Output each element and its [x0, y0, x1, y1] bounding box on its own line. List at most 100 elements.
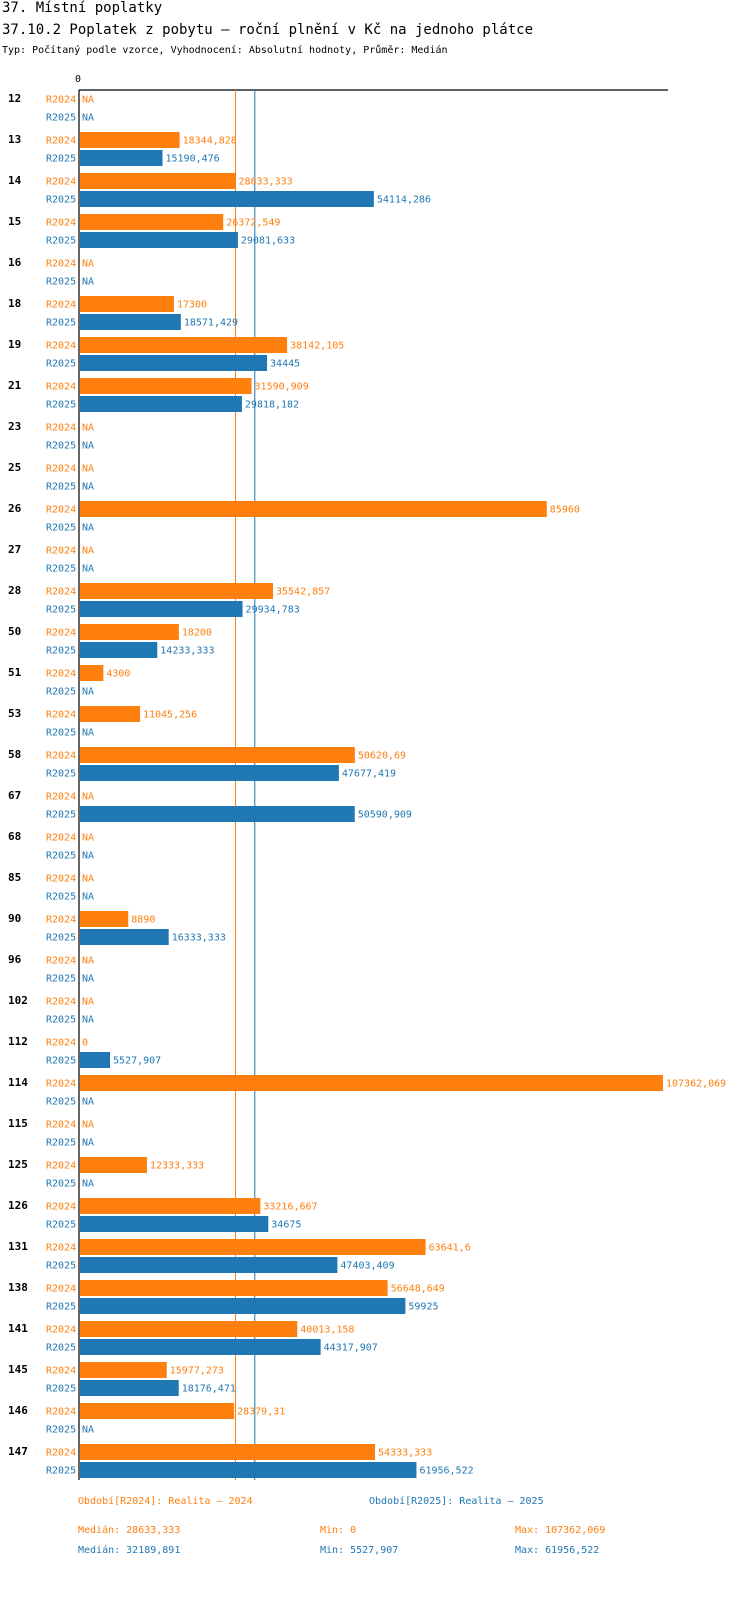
data-label-r2024: 17300 — [177, 300, 207, 311]
category-label: 131 — [8, 1240, 28, 1253]
bar-r2024 — [80, 665, 104, 681]
bar-r2024 — [80, 1157, 147, 1173]
category-label: 114 — [8, 1076, 28, 1089]
category-label: 19 — [8, 338, 21, 351]
bar-r2025 — [80, 929, 169, 945]
data-label-r2025: NA — [82, 564, 94, 575]
data-label-r2024: NA — [82, 464, 94, 475]
data-label-r2025: 16333,333 — [172, 933, 226, 944]
series-tag-r2024: R2024 — [46, 95, 76, 106]
bar-r2024 — [80, 1198, 261, 1214]
category-label: 115 — [8, 1117, 28, 1130]
data-label-r2025: NA — [82, 1097, 94, 1108]
data-label-r2024: 33216,667 — [263, 1202, 317, 1213]
data-label-r2025: NA — [82, 1425, 94, 1436]
data-label-r2025: NA — [82, 1015, 94, 1026]
stat-r2024-min: Min: 0 — [320, 1525, 357, 1536]
data-label-r2024: 4300 — [106, 669, 130, 680]
series-tag-r2024: R2024 — [46, 1079, 76, 1090]
bar-r2025 — [80, 1462, 417, 1478]
series-tag-r2024: R2024 — [46, 1120, 76, 1131]
series-tag-r2025: R2025 — [46, 892, 76, 903]
bar-r2025 — [80, 1339, 321, 1355]
series-tag-r2025: R2025 — [46, 1466, 76, 1477]
data-label-r2024: NA — [82, 259, 94, 270]
series-tag-r2025: R2025 — [46, 195, 76, 206]
bar-r2024 — [80, 1444, 376, 1460]
bar-r2024 — [80, 1321, 298, 1337]
data-label-r2025: 54114,286 — [377, 195, 431, 206]
legend-r2025: Období[R2025]: Realita – 2025 — [369, 1496, 544, 1507]
data-label-r2025: 29081,633 — [241, 236, 295, 247]
category-label: 28 — [8, 584, 21, 597]
category-label: 67 — [8, 789, 21, 802]
page-title: 37. Místní poplatky — [2, 0, 163, 16]
bar-r2025 — [80, 601, 243, 617]
series-tag-r2024: R2024 — [46, 1325, 76, 1336]
series-tag-r2024: R2024 — [46, 1202, 76, 1213]
category-label: 16 — [8, 256, 22, 269]
series-tag-r2025: R2025 — [46, 113, 76, 124]
series-tag-r2024: R2024 — [46, 587, 76, 598]
bar-r2024 — [80, 747, 355, 763]
data-label-r2024: NA — [82, 874, 94, 885]
bar-r2025 — [80, 806, 355, 822]
series-tag-r2025: R2025 — [46, 646, 76, 657]
data-label-r2024: 35542,857 — [276, 587, 330, 598]
data-label-r2024: 11045,256 — [143, 710, 197, 721]
data-label-r2025: NA — [82, 851, 94, 862]
chart-subtitle: Typ: Počítaný podle vzorce, Vyhodnocení:… — [2, 45, 448, 56]
series-tag-r2024: R2024 — [46, 505, 76, 516]
data-label-r2024: NA — [82, 997, 94, 1008]
series-tag-r2025: R2025 — [46, 1384, 76, 1395]
bar-r2024 — [80, 337, 288, 353]
series-tag-r2024: R2024 — [46, 300, 76, 311]
legend-r2024: Období[R2024]: Realita – 2024 — [78, 1496, 253, 1507]
category-label: 12 — [8, 92, 21, 105]
data-label-r2024: 0 — [82, 1038, 88, 1049]
category-label: 26 — [8, 502, 22, 515]
bar-r2025 — [80, 355, 268, 371]
series-tag-r2024: R2024 — [46, 792, 76, 803]
category-label: 53 — [8, 707, 21, 720]
data-label-r2024: 15977,273 — [170, 1366, 224, 1377]
series-tag-r2024: R2024 — [46, 1243, 76, 1254]
series-tag-r2024: R2024 — [46, 915, 76, 926]
stat-r2025-median: Medián: 32189,891 — [78, 1545, 181, 1556]
series-tag-r2025: R2025 — [46, 154, 76, 165]
series-tag-r2025: R2025 — [46, 1261, 76, 1272]
stat-r2024-max: Max: 107362,069 — [515, 1525, 606, 1536]
stat-r2025-min: Min: 5527,907 — [320, 1545, 399, 1556]
data-label-r2024: NA — [82, 792, 94, 803]
data-label-r2024: 28379,31 — [237, 1407, 285, 1418]
data-label-r2024: 12333,333 — [150, 1161, 204, 1172]
category-label: 102 — [8, 994, 28, 1007]
data-label-r2025: NA — [82, 892, 94, 903]
data-label-r2025: 18176,471 — [182, 1384, 236, 1395]
data-label-r2025: 61956,522 — [419, 1466, 473, 1477]
series-tag-r2025: R2025 — [46, 1056, 76, 1067]
x-axis-zero-label: 0 — [75, 74, 81, 85]
series-tag-r2025: R2025 — [46, 1179, 76, 1190]
bar-r2025 — [80, 1052, 111, 1068]
series-tag-r2024: R2024 — [46, 1284, 76, 1295]
category-label: 141 — [8, 1322, 28, 1335]
series-tag-r2025: R2025 — [46, 400, 76, 411]
data-label-r2025: 47403,409 — [340, 1261, 394, 1272]
data-label-r2025: NA — [82, 523, 94, 534]
bar-r2024 — [80, 911, 129, 927]
bar-r2024 — [80, 624, 179, 640]
category-label: 25 — [8, 461, 21, 474]
data-label-r2024: 107362,069 — [666, 1079, 726, 1090]
data-label-r2025: NA — [82, 1138, 94, 1149]
bar-r2025 — [80, 1380, 179, 1396]
series-tag-r2024: R2024 — [46, 1407, 76, 1418]
bar-r2025 — [80, 1298, 406, 1314]
series-tag-r2024: R2024 — [46, 628, 76, 639]
bar-r2025 — [80, 150, 163, 166]
series-tag-r2025: R2025 — [46, 974, 76, 985]
data-label-r2025: NA — [82, 974, 94, 985]
data-label-r2024: 18200 — [182, 628, 212, 639]
bar-r2025 — [80, 1257, 338, 1273]
series-tag-r2024: R2024 — [46, 874, 76, 885]
